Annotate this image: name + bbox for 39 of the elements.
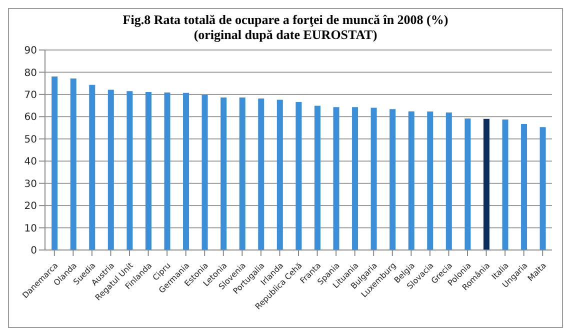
bar: [52, 76, 58, 250]
bar: [220, 98, 227, 250]
y-tick-label: 30: [24, 178, 37, 190]
chart-title: Fig.8 Rata totală de ocupare a forţei de muncă în 2008 (%): [122, 12, 450, 27]
bar: [314, 106, 320, 250]
bar: [258, 98, 264, 250]
bar: [164, 92, 170, 250]
bar: [446, 112, 452, 250]
bar: [408, 111, 414, 250]
bar: [427, 112, 434, 250]
bar: [126, 91, 133, 250]
bar: [183, 92, 190, 250]
bar: [521, 124, 528, 250]
bar: [483, 118, 490, 250]
bar: [89, 84, 96, 250]
y-tick-label: 60: [24, 112, 37, 124]
bar: [276, 100, 283, 250]
y-tick-label: 80: [24, 68, 37, 79]
y-tick-label: 50: [24, 134, 37, 146]
chart-subtitle: (original după date EUROSTAT): [192, 27, 378, 42]
bar: [70, 78, 76, 250]
bar: [145, 92, 152, 250]
y-tick-label: 10: [24, 223, 37, 234]
bar: [352, 107, 358, 250]
bar: [239, 98, 246, 250]
y-tick-label: 70: [24, 90, 37, 101]
bar: [202, 94, 208, 250]
bar: [502, 120, 508, 250]
y-tick-label: 0: [30, 246, 37, 257]
bar: [540, 127, 546, 250]
y-tick-label: 90: [24, 46, 37, 57]
bar: [370, 108, 377, 250]
y-tick-label: 20: [24, 201, 37, 212]
y-tick-label: 40: [24, 156, 37, 168]
bar: [390, 109, 396, 250]
bar: [296, 102, 302, 250]
bar: [464, 118, 471, 250]
bar: [333, 107, 340, 250]
bar: [108, 90, 114, 250]
